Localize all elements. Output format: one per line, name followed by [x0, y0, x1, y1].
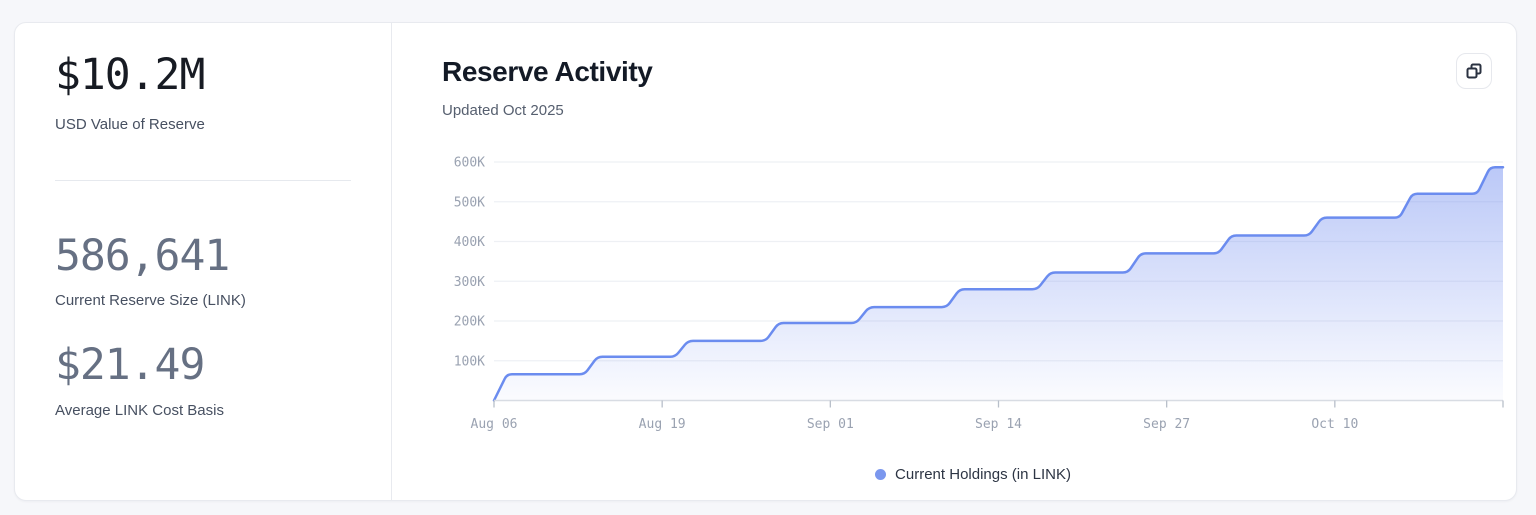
chart-subtitle: Updated Oct 2025	[442, 102, 564, 119]
copy-button[interactable]	[1456, 53, 1492, 89]
svg-text:Aug 06: Aug 06	[471, 417, 518, 432]
reserve-activity-chart: 100K 200K 300K 400K 500K 600K Aug 06 Aug 19 Sep …	[454, 156, 1505, 432]
svg-text:Sep 27: Sep 27	[1143, 417, 1190, 432]
stats-panel: $10.2M USD Value of Reserve 586,641 Curr…	[15, 23, 391, 500]
svg-text:300K: 300K	[454, 275, 485, 290]
copy-icon	[1466, 63, 1482, 79]
svg-text:100K: 100K	[454, 354, 485, 369]
svg-text:Oct 10: Oct 10	[1311, 417, 1358, 432]
average-cost-basis-value: $21.49	[55, 340, 205, 390]
svg-text:500K: 500K	[454, 195, 485, 210]
usd-value-of-reserve: $10.2M	[55, 50, 205, 100]
holdings-area	[494, 167, 1503, 401]
legend-label: Current Holdings (in LINK)	[895, 466, 1071, 483]
svg-text:Sep 01: Sep 01	[807, 417, 854, 432]
average-cost-basis-label: Average LINK Cost Basis	[55, 402, 224, 419]
current-reserve-size-label: Current Reserve Size (LINK)	[55, 292, 246, 309]
stats-divider	[55, 180, 351, 181]
chart-legend: Current Holdings (in LINK)	[438, 466, 1508, 483]
legend-dot	[875, 469, 887, 480]
usd-value-label: USD Value of Reserve	[55, 116, 205, 133]
svg-text:400K: 400K	[454, 235, 485, 250]
svg-text:600K: 600K	[454, 156, 485, 171]
reserve-dashboard-card: $10.2M USD Value of Reserve 586,641 Curr…	[14, 22, 1517, 501]
svg-text:Aug 19: Aug 19	[639, 417, 686, 432]
current-reserve-size-value: 586,641	[55, 231, 230, 281]
holdings-line	[492, 166, 1505, 402]
svg-text:Sep 14: Sep 14	[975, 417, 1022, 432]
chart-panel: Reserve Activity Updated Oct 2025 100K 20…	[391, 23, 1516, 500]
chart-title: Reserve Activity	[442, 56, 653, 87]
svg-text:200K: 200K	[454, 315, 485, 330]
